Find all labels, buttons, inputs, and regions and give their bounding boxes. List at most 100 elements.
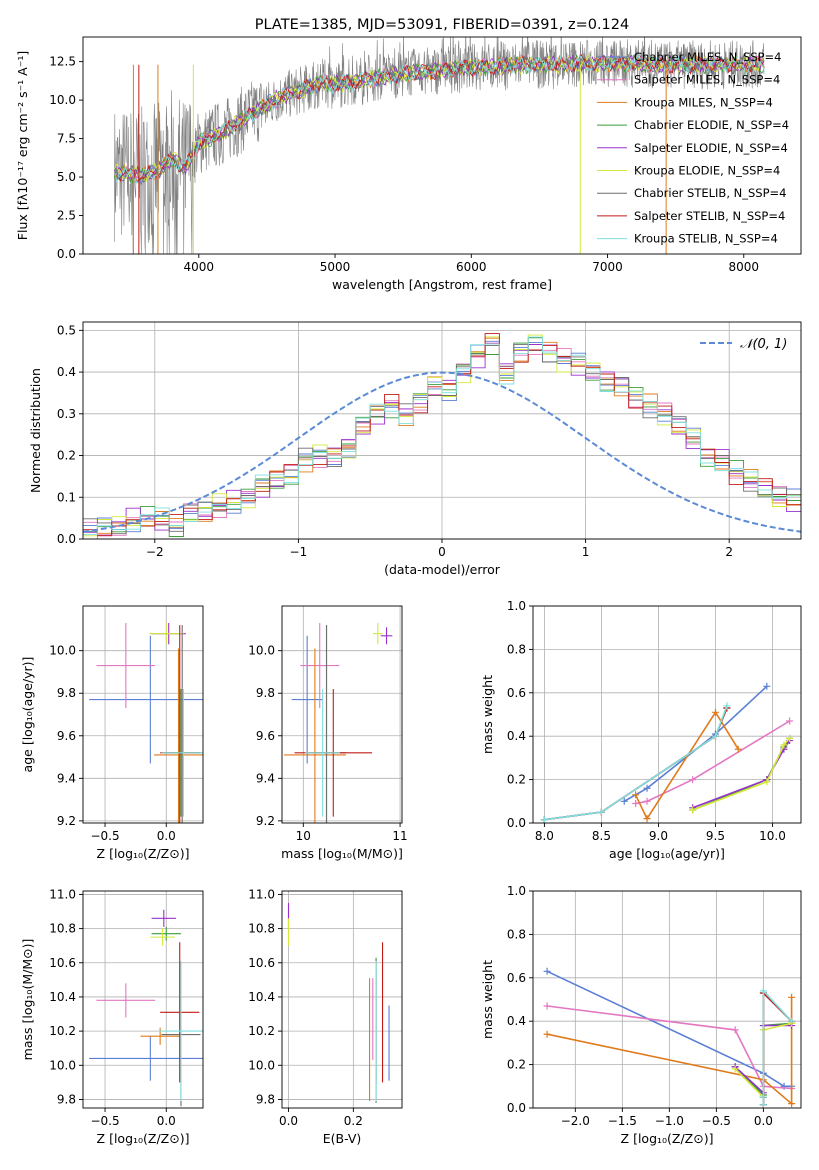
y-axis-label: age [log₁₀(age/yr)] xyxy=(20,657,35,773)
y-tick-label: 0.8 xyxy=(507,927,526,941)
y-tick-label: 0.0 xyxy=(57,247,76,261)
legend-entry: Chabrier ELODIE, N_SSP=4 xyxy=(634,118,789,132)
x-tick-label: 7000 xyxy=(592,260,623,274)
x-tick-label: 10 xyxy=(296,829,311,843)
data-point xyxy=(786,717,794,725)
series-salpeter_stelib xyxy=(759,989,796,1108)
series-salpeter_elodie xyxy=(689,737,794,812)
x-tick-label: −2 xyxy=(146,545,164,559)
x-tick-label: 1 xyxy=(582,545,590,559)
y-tick-label: 9.8 xyxy=(256,686,275,700)
axes-frame xyxy=(532,605,802,824)
x-tick-label: 6000 xyxy=(456,260,487,274)
data-point xyxy=(689,806,697,814)
legend-entry: Kroupa MILES, N_SSP=4 xyxy=(634,95,773,109)
x-tick-label: 0.0 xyxy=(157,829,176,843)
data-point xyxy=(759,1093,767,1101)
y-tick-label: 9.4 xyxy=(256,771,275,785)
plot-area-residuals xyxy=(83,333,801,539)
data-point xyxy=(597,808,605,816)
x-tick-label: −0.5 xyxy=(702,1114,731,1128)
errorbar-point-salpeter_miles xyxy=(96,623,156,709)
data-point xyxy=(786,734,794,742)
x-tick-label: −2.0 xyxy=(561,1114,590,1128)
y-axis-label: Flux [fλ10⁻¹⁷ erg cm⁻² s⁻¹ A⁻¹] xyxy=(15,51,30,240)
y-tick-label: 1.0 xyxy=(507,599,526,613)
y-tick-label: 0.0 xyxy=(507,1101,526,1115)
y-axis-label: Normed distribution xyxy=(28,368,43,493)
y-tick-label: 0.0 xyxy=(507,816,526,830)
y-tick-label: 0.0 xyxy=(57,532,76,546)
data-point xyxy=(731,1065,739,1073)
x-axis-label: Z [log₁₀(Z/Z⊙)] xyxy=(97,846,190,861)
legend: Chabrier MILES, N_SSP=4 Salpeter MILES, N… xyxy=(597,50,789,246)
data-point xyxy=(759,987,767,995)
data-point xyxy=(788,993,796,1001)
data-point xyxy=(543,1002,551,1010)
model-spectrum-kroupa_stelib xyxy=(114,53,765,184)
y-tick-label: 0.4 xyxy=(57,365,76,379)
plot-area-z-weight xyxy=(543,967,796,1108)
panel-residuals: −2 −1 0 1 2 0.0 0.1 0.2 0.3 0.4 0.5 (data-model)/er… xyxy=(28,321,802,577)
data-point xyxy=(643,784,651,792)
series-line xyxy=(762,988,793,1105)
x-tick-label: 9.0 xyxy=(649,829,668,843)
series-kroupa_miles xyxy=(632,708,742,823)
data-point xyxy=(643,815,651,823)
data-point xyxy=(763,682,771,690)
y-tick-label: 10.2 xyxy=(49,1024,76,1038)
y-tick-label: 0.6 xyxy=(507,971,526,985)
axes-frame xyxy=(82,605,204,824)
x-tick-label: −1.0 xyxy=(655,1114,684,1128)
data-point xyxy=(759,1101,767,1108)
legend-entry: 𝒩(0, 1) xyxy=(740,337,787,352)
data-point xyxy=(620,797,628,805)
y-tick-label: 10.6 xyxy=(49,956,76,970)
axes-frame xyxy=(82,890,204,1109)
legend-entry: Salpeter MILES, N_SSP=4 xyxy=(634,73,780,87)
y-tick-label: 0.2 xyxy=(507,773,526,787)
y-tick-label: 9.2 xyxy=(57,814,76,828)
y-tick-label: 0.1 xyxy=(57,490,76,504)
y-axis-label: mass [log₁₀(M/M⊙)] xyxy=(20,939,35,1061)
x-axis-label: (data-model)/error xyxy=(384,562,501,577)
errorbar-point-salpeter_elodie xyxy=(151,909,177,927)
x-tick-label: 0.2 xyxy=(344,1114,363,1128)
data-point xyxy=(632,791,640,799)
y-tick-label: 10.0 xyxy=(49,93,76,107)
y-tick-label: 7.5 xyxy=(57,132,76,146)
y-tick-label: 9.6 xyxy=(57,729,76,743)
data-point xyxy=(643,797,651,805)
chart-title: PLATE=1385, MJD=53091, FIBERID=0391, z=0… xyxy=(255,17,629,33)
y-tick-label: 11.0 xyxy=(49,887,76,901)
data-point xyxy=(731,1026,739,1034)
errorbar-point-kroupa_elodie xyxy=(149,623,184,645)
axes-frame xyxy=(82,321,802,540)
series-kroupa_stelib xyxy=(540,702,731,823)
series-chabrier_elodie xyxy=(689,734,794,814)
errorbar-point-salpeter_miles xyxy=(300,623,340,709)
data-point xyxy=(788,1017,796,1025)
y-tick-label: 2.5 xyxy=(57,209,76,223)
y-tick-label: 10.6 xyxy=(248,956,275,970)
x-tick-label: 0.0 xyxy=(279,1114,298,1128)
y-tick-label: 10.4 xyxy=(248,990,275,1004)
plot-area-mass-age xyxy=(283,623,393,823)
errorbar-point-salpeter_elodie xyxy=(380,627,393,645)
data-point xyxy=(543,967,551,975)
y-tick-label: 0.2 xyxy=(57,449,76,463)
series-line xyxy=(546,970,792,1088)
y-tick-label: 0.5 xyxy=(57,323,76,337)
x-tick-label: 8000 xyxy=(729,260,760,274)
x-tick-label: 8.5 xyxy=(592,829,611,843)
series-line xyxy=(546,997,793,1106)
x-axis-label: age [log₁₀(age/yr)] xyxy=(609,846,725,861)
legend-entry: Salpeter STELIB, N_SSP=4 xyxy=(634,209,785,223)
data-point xyxy=(788,1100,796,1108)
y-tick-label: 0.3 xyxy=(57,407,76,421)
x-tick-label: 0.0 xyxy=(157,1114,176,1128)
y-tick-label: 0.4 xyxy=(507,1014,526,1028)
axes-frame xyxy=(281,605,403,824)
model-spectrum-chabrier_stelib xyxy=(114,53,765,183)
data-point xyxy=(689,776,697,784)
